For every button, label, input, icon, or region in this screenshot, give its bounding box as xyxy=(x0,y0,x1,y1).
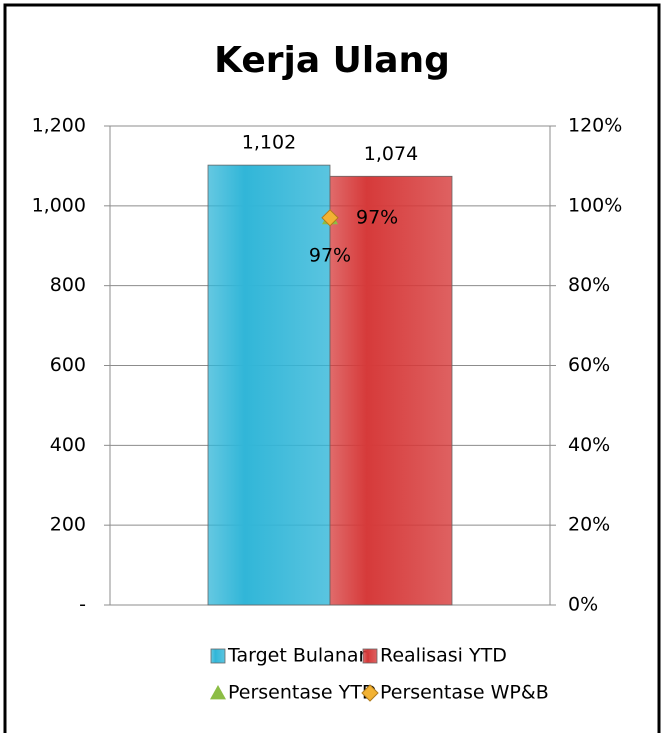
y2-tick-label: 40% xyxy=(568,434,610,456)
y2-tick-label: 80% xyxy=(568,274,610,296)
data-label: 97% xyxy=(356,206,398,228)
legend-label: Target Bulanan xyxy=(227,645,371,667)
y2-tick-label: 0% xyxy=(568,594,598,616)
y-tick-label: 200 xyxy=(50,514,86,536)
legend-swatch xyxy=(363,649,377,663)
y-tick-label: 400 xyxy=(50,434,86,456)
y2-tick-label: 20% xyxy=(568,514,610,536)
y2-tick-label: 120% xyxy=(568,115,622,137)
bar xyxy=(208,165,330,605)
data-label: 1,102 xyxy=(242,132,296,154)
y-tick-label: 1,200 xyxy=(32,115,86,137)
legend-swatch xyxy=(211,649,225,663)
y2-tick-label: 100% xyxy=(568,194,622,216)
legend-label: Persentase YTD xyxy=(228,682,376,704)
chart-title: Kerja Ulang xyxy=(214,40,450,81)
y-tick-label: 800 xyxy=(50,274,86,296)
legend-label: Persentase WP&B xyxy=(380,682,549,704)
y-tick-label: 600 xyxy=(50,354,86,376)
bar xyxy=(330,176,452,605)
y2-tick-label: 60% xyxy=(568,354,610,376)
y-tick-label: 1,000 xyxy=(32,194,86,216)
y-tick-label: - xyxy=(79,594,86,616)
chart: Kerja Ulang - 200 400 600 800 1,000 1,200 0% 20%… xyxy=(0,0,664,733)
legend-label: Realisasi YTD xyxy=(380,645,507,667)
data-label: 97% xyxy=(309,244,351,266)
data-label: 1,074 xyxy=(364,143,418,165)
page: {"chart_data": {"type": "bar", "title": … xyxy=(0,0,664,733)
